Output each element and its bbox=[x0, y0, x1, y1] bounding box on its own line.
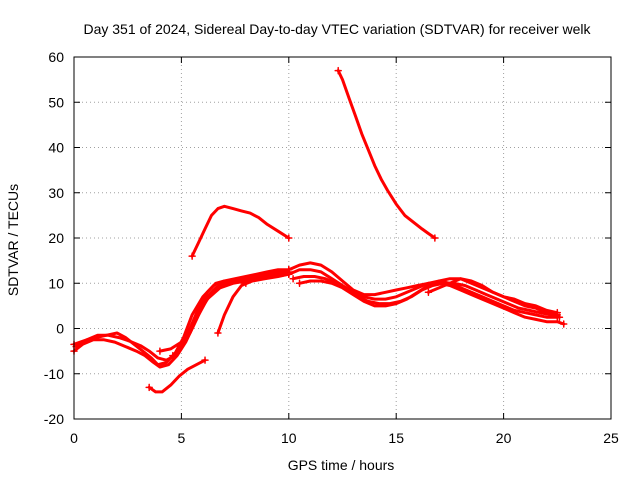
series-marker-track-10-end bbox=[559, 320, 568, 328]
series-marker-track-8-start bbox=[188, 252, 196, 260]
series-track-10 bbox=[287, 261, 566, 326]
series-marker-track-14-start bbox=[424, 288, 433, 297]
series-marker-track-6-start bbox=[214, 329, 222, 337]
chart-title: Day 351 of 2024, Sidereal Day-to-day VTE… bbox=[83, 21, 591, 37]
series-marker-track-5-start bbox=[169, 351, 177, 360]
series-track-13 bbox=[298, 277, 559, 317]
y-tick-labels: -20 -10 0 10 20 30 40 50 60 bbox=[44, 49, 64, 427]
series-marker-track-11-start bbox=[285, 270, 293, 278]
x-tick-label: 10 bbox=[281, 430, 297, 446]
series-marker-track-14-end bbox=[553, 308, 562, 317]
series-marker-track-7-end bbox=[201, 356, 209, 364]
y-tick-label: 20 bbox=[48, 230, 64, 246]
y-tick-label: -10 bbox=[44, 366, 64, 382]
series-marker-track-7-start bbox=[145, 383, 153, 392]
y-tick-label: 0 bbox=[56, 321, 64, 337]
series-track-6 bbox=[216, 272, 291, 335]
series-track-5 bbox=[171, 279, 248, 358]
x-tick-label: 25 bbox=[603, 430, 619, 446]
series-marker-track-4-start bbox=[156, 347, 164, 355]
series-track-9 bbox=[336, 69, 437, 240]
series-marker-track-13-start bbox=[295, 279, 304, 287]
y-tick-label: 50 bbox=[48, 94, 64, 110]
series-track-14 bbox=[426, 277, 559, 315]
y-tick-label: 30 bbox=[48, 185, 64, 201]
series-track-4 bbox=[158, 272, 291, 353]
series-group bbox=[70, 66, 568, 394]
x-tick-label: 0 bbox=[70, 430, 78, 446]
series-marker-track-9-end bbox=[431, 234, 439, 242]
x-tick-label: 20 bbox=[496, 430, 512, 446]
series-track-2 bbox=[72, 270, 291, 369]
x-axis-label: GPS time / hours bbox=[288, 457, 395, 473]
x-tick-labels: 0 5 10 15 20 25 bbox=[70, 430, 619, 446]
y-tick-label: 10 bbox=[48, 275, 64, 291]
series-track-8 bbox=[190, 204, 291, 258]
x-tick-label: 15 bbox=[388, 430, 404, 446]
y-tick-label: 60 bbox=[48, 49, 64, 65]
series-marker-track-8-end bbox=[285, 234, 293, 242]
series-track-7 bbox=[147, 358, 207, 394]
ticks bbox=[73, 56, 612, 420]
series-track-11 bbox=[287, 268, 559, 319]
series-marker-track-12-start bbox=[289, 274, 297, 283]
y-tick-label: -20 bbox=[44, 411, 64, 427]
series-marker-track-9-start bbox=[334, 66, 342, 75]
y-axis-label: SDTVAR / TECUs bbox=[5, 184, 21, 296]
y-tick-label: 40 bbox=[48, 140, 64, 156]
x-tick-label: 5 bbox=[178, 430, 186, 446]
